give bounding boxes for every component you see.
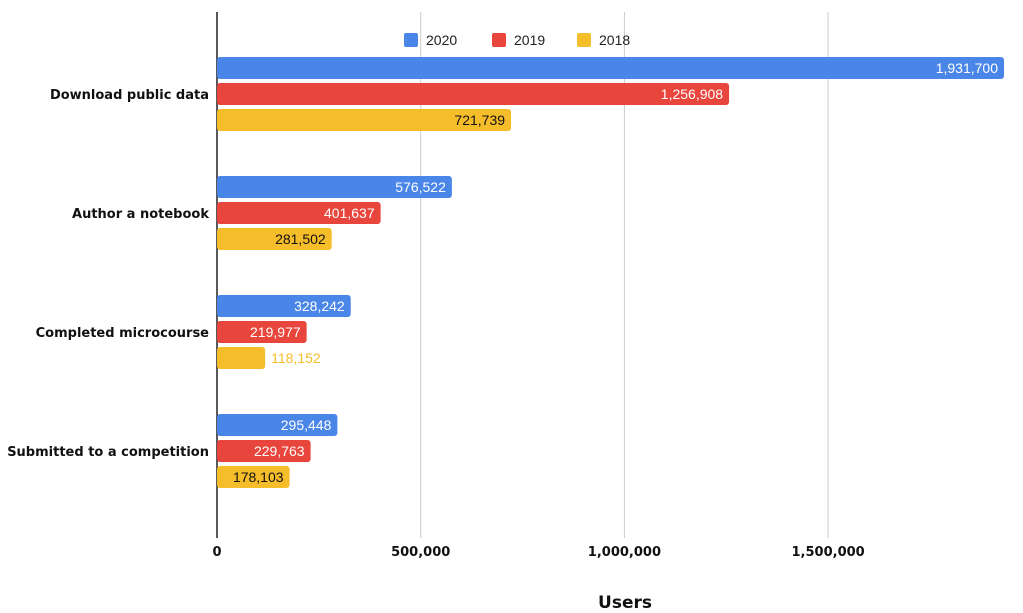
category-label: Author a notebook xyxy=(72,207,209,222)
data-label: 401,637 xyxy=(324,205,375,221)
legend-label: 2020 xyxy=(426,32,457,48)
data-label: 721,739 xyxy=(454,112,505,128)
bar xyxy=(217,414,338,436)
legend-swatch xyxy=(492,33,506,47)
data-label: 118,152 xyxy=(271,350,321,366)
x-tick-label: 500,000 xyxy=(391,545,450,560)
category-label: Submitted to a competition xyxy=(7,445,209,460)
legend-swatch xyxy=(577,33,591,47)
bar xyxy=(217,295,351,317)
data-label: 295,448 xyxy=(281,417,332,433)
data-label: 281,502 xyxy=(275,231,326,247)
bar xyxy=(217,440,311,462)
data-label: 219,977 xyxy=(250,324,301,340)
x-tick-label: 1,000,000 xyxy=(588,545,661,560)
x-axis-title: Users xyxy=(598,593,652,613)
bar xyxy=(217,228,332,250)
bar xyxy=(217,83,730,105)
category-label: Completed microcourse xyxy=(36,326,210,341)
bar xyxy=(217,109,512,131)
x-tick-label: 0 xyxy=(212,545,221,560)
data-label: 576,522 xyxy=(395,179,446,195)
data-label: 1,256,908 xyxy=(661,86,723,102)
legend-label: 2019 xyxy=(514,32,545,48)
data-label: 229,763 xyxy=(254,443,305,459)
bar xyxy=(217,57,1004,79)
x-tick-label: 1,500,000 xyxy=(792,545,865,560)
legend-swatch xyxy=(404,33,418,47)
bar xyxy=(217,466,290,488)
category-label: Download public data xyxy=(50,88,209,103)
data-label: 1,931,700 xyxy=(936,60,998,76)
bar xyxy=(217,176,452,198)
data-label: 328,242 xyxy=(294,298,345,314)
legend-label: 2018 xyxy=(599,32,630,48)
bar xyxy=(217,347,266,369)
bar xyxy=(217,321,307,343)
legend: 2020 2019 2018 xyxy=(404,32,630,48)
bar xyxy=(217,202,381,224)
data-label: 178,103 xyxy=(233,469,284,485)
